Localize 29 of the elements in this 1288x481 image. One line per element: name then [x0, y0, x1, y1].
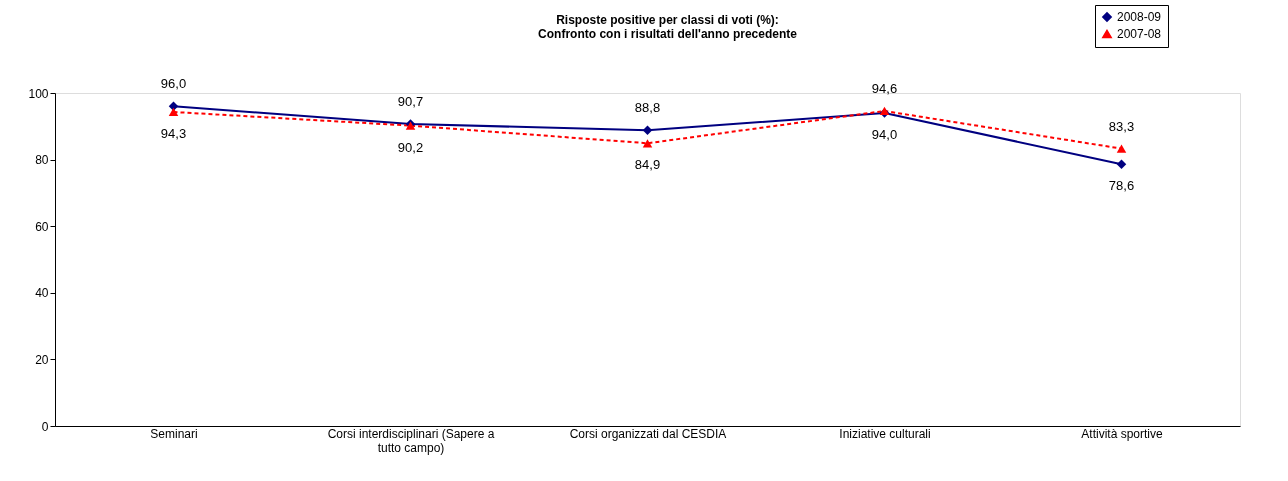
- data-label: 78,6: [1108, 178, 1135, 194]
- data-label: 84,9: [634, 157, 661, 173]
- y-tick-label: 60: [35, 219, 49, 234]
- data-label: 94,0: [871, 126, 898, 142]
- data-label: 94,3: [160, 125, 187, 141]
- y-tick-label: 20: [35, 352, 49, 367]
- y-tick-label: 0: [41, 419, 49, 434]
- y-tick-label: 40: [35, 286, 49, 301]
- data-label: 88,8: [634, 100, 661, 116]
- point: [168, 107, 179, 117]
- data-label: 90,7: [397, 93, 424, 109]
- point: [642, 125, 653, 136]
- point: [642, 139, 653, 148]
- point: [1116, 159, 1127, 170]
- x-tick-label: Iniziative culturali: [839, 426, 931, 441]
- y-tick-label: 80: [35, 153, 49, 168]
- legend-label: 2007-08: [1117, 27, 1162, 41]
- chart-title: Risposte positive per classi di voti (%): Confronto con i risultati dell'anno precedente: [538, 13, 798, 41]
- x-tick-label: Corsi organizzati dal CESDIA: [569, 426, 727, 441]
- legend-label: 2008-09: [1117, 10, 1162, 24]
- data-label: 96,0: [160, 76, 187, 92]
- y-tick-label: 100: [28, 86, 49, 101]
- data-label: 90,2: [397, 139, 424, 155]
- point: [1116, 144, 1127, 153]
- data-label: 94,6: [871, 80, 898, 96]
- x-tick-label: Corsi interdisciplinari (Sapere a tutto campo): [327, 426, 495, 455]
- x-tick-label: Attività sportive: [1081, 426, 1163, 441]
- x-tick-label: Seminari: [150, 426, 198, 441]
- data-label: 83,3: [1108, 118, 1135, 134]
